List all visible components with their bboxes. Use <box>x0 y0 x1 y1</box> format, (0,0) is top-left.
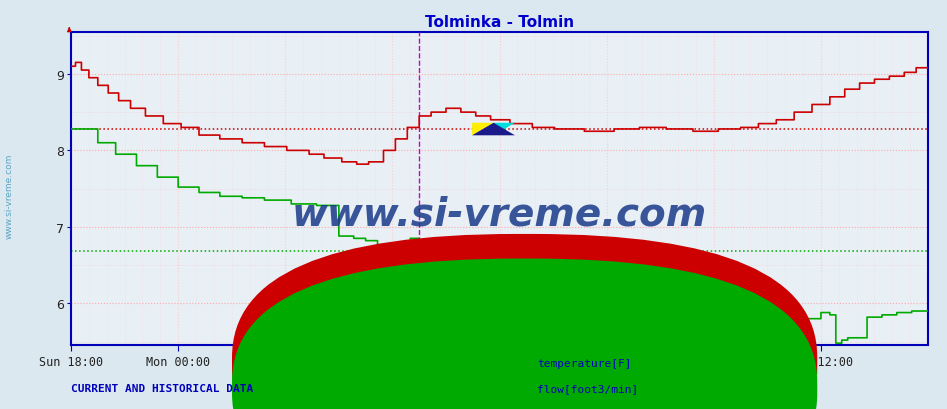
Text: flow[foot3/min]: flow[foot3/min] <box>537 383 638 393</box>
Text: CURRENT AND HISTORICAL DATA: CURRENT AND HISTORICAL DATA <box>71 382 253 393</box>
Polygon shape <box>493 124 515 136</box>
Text: www.si-vreme.com: www.si-vreme.com <box>5 154 14 239</box>
Text: temperature[F]: temperature[F] <box>537 358 632 368</box>
Text: www.si-vreme.com: www.si-vreme.com <box>292 195 707 233</box>
Polygon shape <box>473 124 493 136</box>
Title: Tolminka - Tolmin: Tolminka - Tolmin <box>425 15 574 30</box>
Polygon shape <box>473 124 515 136</box>
